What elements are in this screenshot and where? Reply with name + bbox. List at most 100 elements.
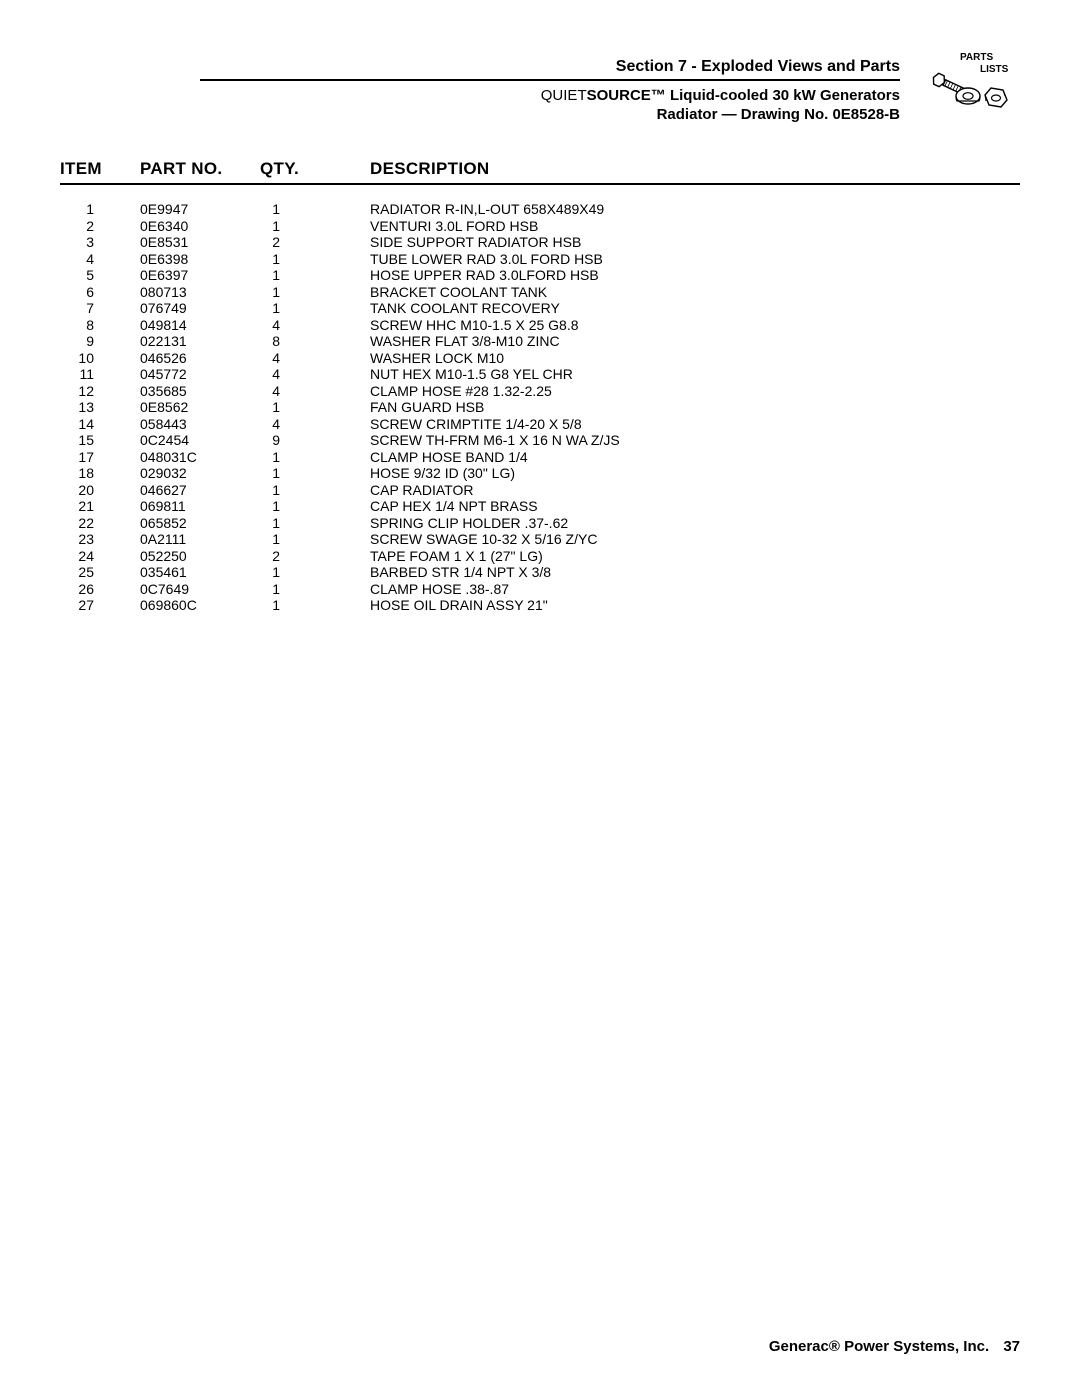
cell-qty: 1	[260, 564, 330, 581]
table-row: 220658521SPRING CLIP HOLDER .37-.62	[60, 515, 1020, 532]
table-row: 130E85621FAN GUARD HSB	[60, 399, 1020, 416]
cell-partno: 049814	[140, 317, 260, 334]
cell-qty: 1	[260, 597, 330, 614]
cell-description: BARBED STR 1/4 NPT X 3/8	[330, 564, 1020, 581]
table-row: 20E63401VENTURI 3.0L FORD HSB	[60, 218, 1020, 235]
cell-qty: 1	[260, 581, 330, 598]
cell-description: HOSE 9/32 ID (30" LG)	[330, 465, 1020, 482]
cell-qty: 1	[260, 267, 330, 284]
col-header-desc: DESCRIPTION	[330, 159, 1020, 179]
cell-partno: 0C2454	[140, 432, 260, 449]
cell-qty: 1	[260, 251, 330, 268]
cell-description: HOSE OIL DRAIN ASSY 21"	[330, 597, 1020, 614]
cell-qty: 4	[260, 366, 330, 383]
footer-page-number: 37	[1003, 1338, 1020, 1355]
cell-partno: 045772	[140, 366, 260, 383]
cell-item: 9	[60, 333, 140, 350]
cell-partno: 0E9947	[140, 201, 260, 218]
col-header-partno: PART NO.	[140, 159, 260, 179]
table-row: 70767491TANK COOLANT RECOVERY	[60, 300, 1020, 317]
table-row: 27069860C1HOSE OIL DRAIN ASSY 21"	[60, 597, 1020, 614]
cell-item: 13	[60, 399, 140, 416]
cell-partno: 048031C	[140, 449, 260, 466]
parts-lists-icon: PARTS LISTS	[930, 50, 1020, 120]
table-row: 40E63981TUBE LOWER RAD 3.0L FORD HSB	[60, 251, 1020, 268]
cell-qty: 9	[260, 432, 330, 449]
cell-partno: 0E8562	[140, 399, 260, 416]
cell-qty: 1	[260, 399, 330, 416]
cell-qty: 4	[260, 416, 330, 433]
col-header-qty: QTY.	[260, 159, 330, 179]
cell-description: CLAMP HOSE .38-.87	[330, 581, 1020, 598]
col-header-item: ITEM	[60, 159, 140, 179]
cell-description: SIDE SUPPORT RADIATOR HSB	[330, 234, 1020, 251]
cell-qty: 1	[260, 449, 330, 466]
cell-description: SCREW SWAGE 10-32 X 5/16 Z/YC	[330, 531, 1020, 548]
table-row: 120356854CLAMP HOSE #28 1.32-2.25	[60, 383, 1020, 400]
cell-item: 7	[60, 300, 140, 317]
cell-partno: 076749	[140, 300, 260, 317]
cell-description: SCREW TH-FRM M6-1 X 16 N WA Z/JS	[330, 432, 1020, 449]
table-row: 60807131BRACKET COOLANT TANK	[60, 284, 1020, 301]
cell-qty: 8	[260, 333, 330, 350]
table-row: 80498144SCREW HHC M10-1.5 X 25 G8.8	[60, 317, 1020, 334]
cell-partno: 0C7649	[140, 581, 260, 598]
cell-partno: 080713	[140, 284, 260, 301]
table-row: 260C76491CLAMP HOSE .38-.87	[60, 581, 1020, 598]
subtitle-bold: SOURCE™ Liquid-cooled 30 kW Generators	[587, 87, 900, 104]
cell-item: 12	[60, 383, 140, 400]
cell-partno: 035685	[140, 383, 260, 400]
cell-item: 6	[60, 284, 140, 301]
cell-partno: 035461	[140, 564, 260, 581]
cell-description: SCREW CRIMPTITE 1/4-20 X 5/8	[330, 416, 1020, 433]
subtitle-line-2: Radiator — Drawing No. 0E8528-B	[60, 106, 900, 123]
cell-qty: 1	[260, 201, 330, 218]
cell-description: TUBE LOWER RAD 3.0L FORD HSB	[330, 251, 1020, 268]
table-row: 10E99471RADIATOR R-IN,L-OUT 658X489X49	[60, 201, 1020, 218]
cell-item: 11	[60, 366, 140, 383]
cell-description: NUT HEX M10-1.5 G8 YEL CHR	[330, 366, 1020, 383]
cell-description: BRACKET COOLANT TANK	[330, 284, 1020, 301]
cell-description: FAN GUARD HSB	[330, 399, 1020, 416]
cell-item: 27	[60, 597, 140, 614]
parts-table: ITEM PART NO. QTY. DESCRIPTION 10E99471R…	[60, 159, 1020, 614]
cell-item: 14	[60, 416, 140, 433]
table-row: 30E85312SIDE SUPPORT RADIATOR HSB	[60, 234, 1020, 251]
cell-item: 8	[60, 317, 140, 334]
cell-qty: 1	[260, 498, 330, 515]
cell-item: 24	[60, 548, 140, 565]
cell-item: 17	[60, 449, 140, 466]
cell-item: 23	[60, 531, 140, 548]
table-row: 140584434SCREW CRIMPTITE 1/4-20 X 5/8	[60, 416, 1020, 433]
cell-partno: 029032	[140, 465, 260, 482]
cell-qty: 4	[260, 317, 330, 334]
cell-qty: 4	[260, 383, 330, 400]
cell-item: 2	[60, 218, 140, 235]
cell-description: CLAMP HOSE #28 1.32-2.25	[330, 383, 1020, 400]
subtitle-light: QUIET	[541, 87, 587, 104]
page: Section 7 - Exploded Views and Parts QUI…	[0, 0, 1080, 1397]
cell-item: 18	[60, 465, 140, 482]
cell-item: 1	[60, 201, 140, 218]
cell-qty: 1	[260, 284, 330, 301]
table-row: 200466271CAP RADIATOR	[60, 482, 1020, 499]
cell-partno: 0E6398	[140, 251, 260, 268]
cell-qty: 4	[260, 350, 330, 367]
table-row: 250354611BARBED STR 1/4 NPT X 3/8	[60, 564, 1020, 581]
cell-description: CAP RADIATOR	[330, 482, 1020, 499]
cell-item: 3	[60, 234, 140, 251]
cell-partno: 069860C	[140, 597, 260, 614]
cell-description: TAPE FOAM 1 X 1 (27" LG)	[330, 548, 1020, 565]
page-footer: Generac® Power Systems, Inc. 37	[769, 1338, 1020, 1355]
icon-text-parts: PARTS	[960, 52, 993, 63]
section-title: Section 7 - Exploded Views and Parts	[200, 58, 900, 81]
page-header: Section 7 - Exploded Views and Parts QUI…	[60, 58, 1020, 123]
cell-partno: 065852	[140, 515, 260, 532]
cell-partno: 0E8531	[140, 234, 260, 251]
cell-item: 15	[60, 432, 140, 449]
cell-partno: 046627	[140, 482, 260, 499]
cell-partno: 0A2111	[140, 531, 260, 548]
cell-item: 4	[60, 251, 140, 268]
table-row: 50E63971HOSE UPPER RAD 3.0LFORD HSB	[60, 267, 1020, 284]
table-body: 10E99471RADIATOR R-IN,L-OUT 658X489X4920…	[60, 201, 1020, 614]
